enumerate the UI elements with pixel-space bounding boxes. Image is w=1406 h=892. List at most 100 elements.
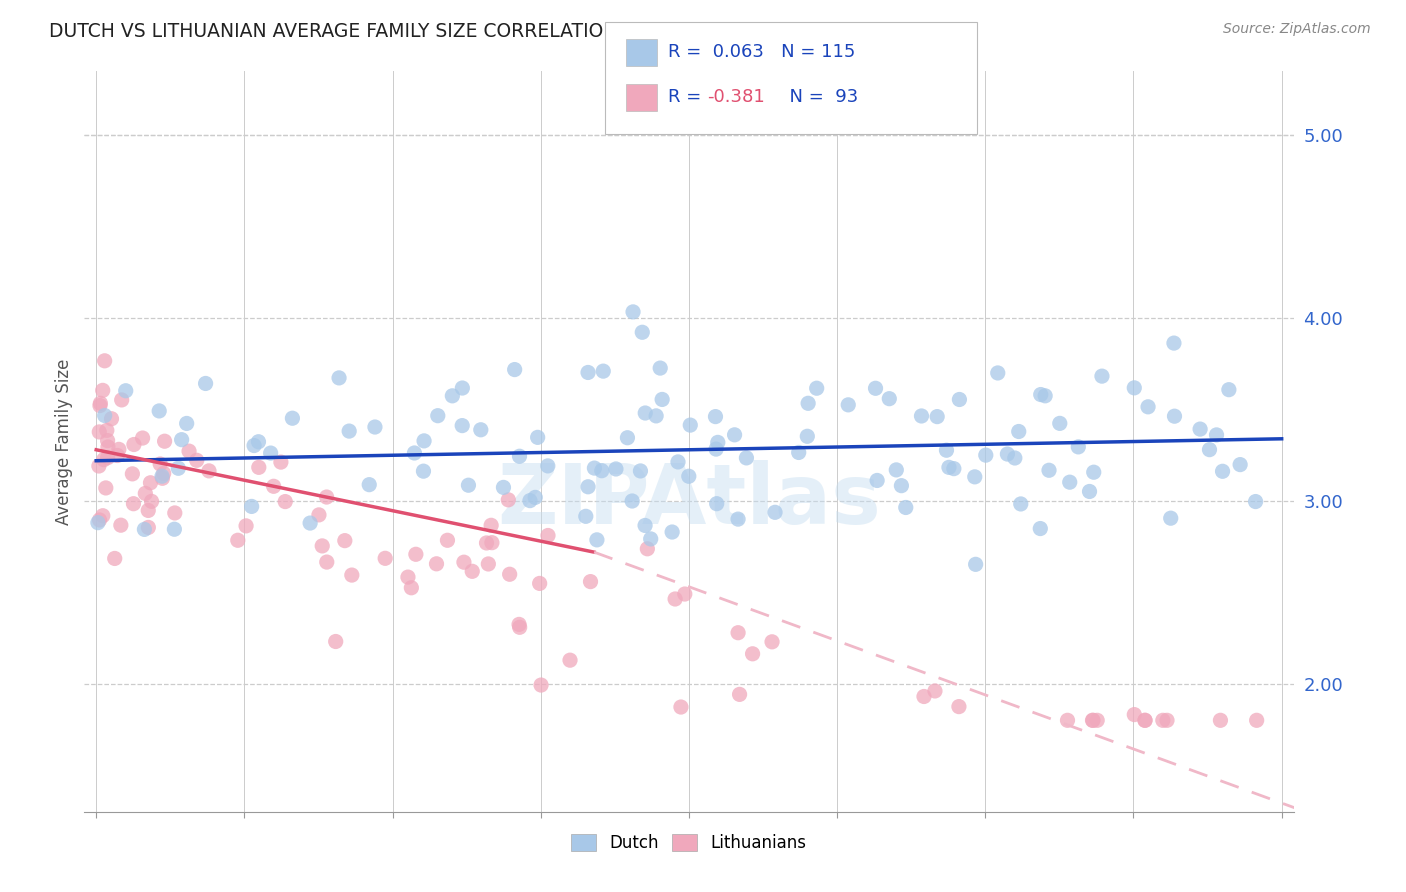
Point xyxy=(235,519,257,533)
Point xyxy=(405,547,427,561)
Point xyxy=(451,381,474,395)
Point xyxy=(1189,422,1212,436)
Point xyxy=(530,678,553,692)
Point xyxy=(163,506,186,520)
Point xyxy=(1049,417,1071,431)
Point xyxy=(1029,387,1052,401)
Point xyxy=(94,481,117,495)
Point xyxy=(634,518,657,533)
Text: -0.381: -0.381 xyxy=(707,88,765,106)
Point xyxy=(645,409,668,423)
Point xyxy=(865,381,887,395)
Point xyxy=(704,442,727,456)
Point xyxy=(1229,458,1251,472)
Point xyxy=(134,522,156,536)
Point xyxy=(575,509,598,524)
Point xyxy=(1123,381,1146,395)
Point xyxy=(1246,714,1268,728)
Point xyxy=(650,361,672,376)
Point xyxy=(1004,450,1026,465)
Point xyxy=(987,366,1010,380)
Point xyxy=(96,423,118,437)
Point xyxy=(669,700,692,714)
Point xyxy=(1033,389,1056,403)
Point xyxy=(136,503,159,517)
Point xyxy=(1198,442,1220,457)
Point xyxy=(470,423,492,437)
Point xyxy=(1163,336,1185,351)
Point xyxy=(457,478,479,492)
Point xyxy=(837,398,859,412)
Point xyxy=(315,490,337,504)
Point xyxy=(108,442,131,457)
Point xyxy=(176,417,198,431)
Point xyxy=(149,457,172,471)
Point xyxy=(723,427,745,442)
Point xyxy=(583,461,606,475)
Point xyxy=(1085,714,1108,728)
Point xyxy=(558,653,581,667)
Point xyxy=(247,460,270,475)
Point xyxy=(134,486,156,500)
Point xyxy=(498,567,520,582)
Point xyxy=(364,420,387,434)
Point xyxy=(153,434,176,449)
Point xyxy=(91,384,114,398)
Point xyxy=(938,460,960,475)
Point xyxy=(152,471,174,485)
Point xyxy=(524,491,547,505)
Point xyxy=(1133,714,1156,728)
Point xyxy=(274,494,297,508)
Point xyxy=(640,532,662,546)
Point xyxy=(114,384,136,398)
Point xyxy=(177,444,200,458)
Text: ZIPAtlas: ZIPAtlas xyxy=(496,460,882,541)
Text: Source: ZipAtlas.com: Source: ZipAtlas.com xyxy=(1223,22,1371,37)
Point xyxy=(890,478,912,492)
Point xyxy=(436,533,458,548)
Point xyxy=(924,684,946,698)
Point xyxy=(576,366,599,380)
Point xyxy=(479,518,502,533)
Point xyxy=(131,431,153,445)
Point xyxy=(935,443,957,458)
Point xyxy=(359,477,381,491)
Point xyxy=(963,470,986,484)
Point xyxy=(492,480,515,494)
Text: R =  0.063   N = 115: R = 0.063 N = 115 xyxy=(668,44,855,62)
Y-axis label: Average Family Size: Average Family Size xyxy=(55,359,73,524)
Point xyxy=(727,512,749,526)
Point xyxy=(706,497,728,511)
Point xyxy=(927,409,949,424)
Point xyxy=(679,418,702,433)
Point xyxy=(100,411,122,425)
Point xyxy=(894,500,917,515)
Point xyxy=(281,411,304,425)
Point xyxy=(974,448,997,462)
Point xyxy=(311,539,333,553)
Point xyxy=(1010,497,1032,511)
Point xyxy=(1081,714,1104,728)
Point xyxy=(537,528,560,542)
Point xyxy=(965,558,987,572)
Point xyxy=(1056,714,1078,728)
Point xyxy=(374,551,396,566)
Point xyxy=(441,389,464,403)
Point xyxy=(621,305,644,319)
Point xyxy=(741,647,763,661)
Point xyxy=(170,433,193,447)
Point xyxy=(997,447,1019,461)
Point xyxy=(328,371,350,385)
Point xyxy=(866,474,889,488)
Point xyxy=(1160,511,1182,525)
Point xyxy=(1205,428,1227,442)
Point xyxy=(651,392,673,407)
Point xyxy=(508,449,530,463)
Point xyxy=(1083,465,1105,479)
Point xyxy=(121,467,143,481)
Point xyxy=(526,430,548,444)
Point xyxy=(498,492,520,507)
Point xyxy=(263,479,285,493)
Point xyxy=(308,508,330,522)
Point xyxy=(104,551,127,566)
